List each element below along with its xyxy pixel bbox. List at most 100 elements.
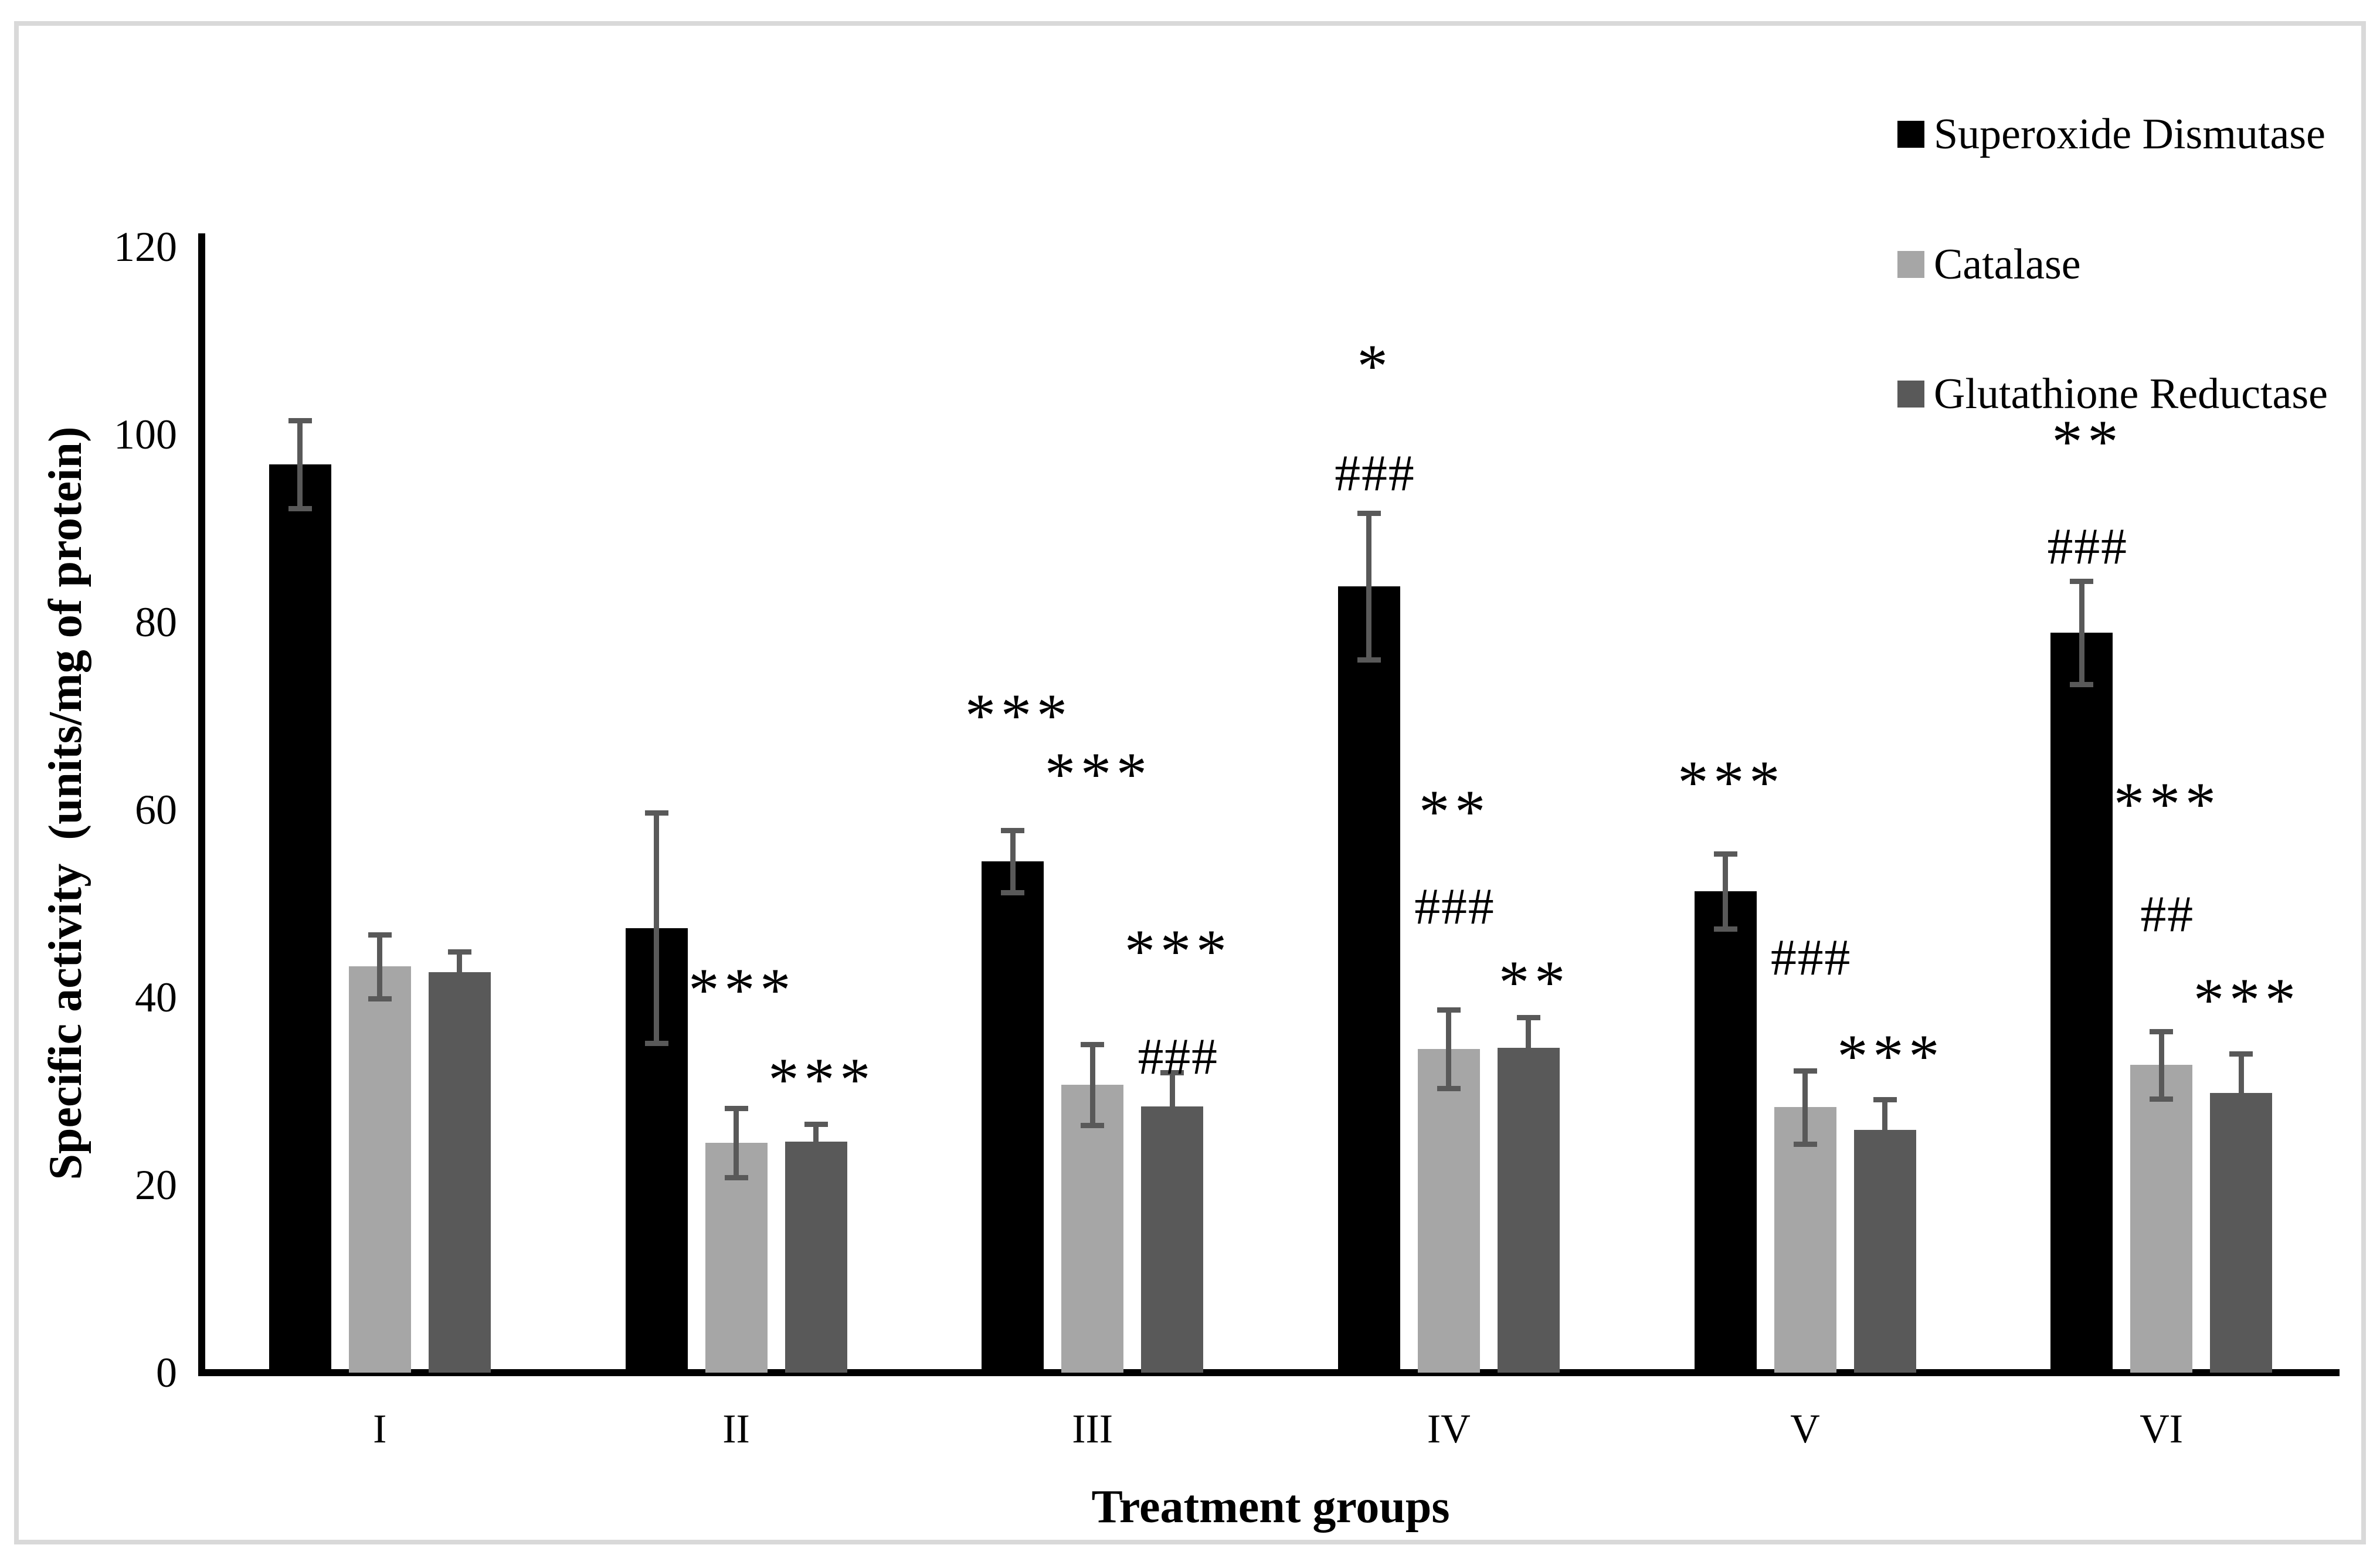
bar-III-glutathione <box>1141 1106 1204 1373</box>
error-bar-stem-VI-superoxide <box>2079 580 2084 684</box>
annotation-II-glutathione-1: *** <box>768 1045 875 1114</box>
error-bar-cap-top-VI-superoxide <box>2070 578 2094 584</box>
bar-I-superoxide <box>269 464 331 1373</box>
error-bar-cap-top-I-catalase <box>368 932 392 938</box>
bar-III-superoxide <box>982 861 1044 1373</box>
error-bar-stem-III-glutathione <box>1169 1072 1175 1140</box>
y-tick-label-40: 40 <box>135 974 177 1021</box>
error-bar-cap-top-VI-glutathione <box>2229 1051 2253 1057</box>
annotation-VI-catalase-16: *** <box>2113 769 2221 838</box>
legend-swatch-catalase <box>1897 251 1924 278</box>
error-bar-stem-VI-catalase <box>2158 1031 2164 1099</box>
x-axis-title: Treatment groups <box>1091 1481 1450 1533</box>
error-bar-cap-bottom-IV-glutathione <box>1516 1077 1540 1082</box>
error-bar-stem-IV-catalase <box>1446 1009 1452 1089</box>
error-bar-stem-III-superoxide <box>1010 830 1016 892</box>
y-tick-label-60: 60 <box>135 786 177 833</box>
x-tick-label-IV: IV <box>1427 1407 1471 1452</box>
annotation-III-superoxide-2: *** <box>965 681 1072 750</box>
annotation-III-glutathione-4: *** <box>1124 916 1232 986</box>
error-bar-cap-top-II-catalase <box>724 1105 748 1111</box>
legend-swatch-glutathione <box>1897 381 1924 408</box>
error-bar-cap-top-VI-catalase <box>2150 1028 2174 1034</box>
bar-IV-catalase <box>1417 1049 1480 1373</box>
bar-VI-superoxide <box>2050 632 2113 1373</box>
bar-III-catalase <box>1061 1084 1124 1373</box>
annotation-V-glutathione-13: *** <box>1837 1021 1944 1091</box>
error-bar-stem-III-catalase <box>1089 1044 1095 1125</box>
x-tick-label-I: I <box>373 1407 387 1452</box>
annotation-IV-catalase-9: ### <box>1414 878 1495 936</box>
bar-II-catalase <box>705 1143 768 1373</box>
error-bar-stem-IV-superoxide <box>1366 513 1372 660</box>
error-bar-stem-V-superoxide <box>1723 854 1728 929</box>
error-bar-stem-I-superoxide <box>297 420 303 509</box>
bar-I-glutathione <box>428 972 491 1373</box>
legend-label-glutathione: Glutathione Reductase <box>1934 370 2328 418</box>
error-bar-stem-I-catalase <box>377 934 383 999</box>
error-bar-cap-top-IV-glutathione <box>1516 1014 1540 1020</box>
annotation-VI-glutathione-18: *** <box>2193 965 2301 1034</box>
x-tick-label-V: V <box>1790 1407 1820 1452</box>
annotation-V-catalase-12: ### <box>1770 929 1852 986</box>
error-bar-cap-top-III-catalase <box>1081 1042 1105 1047</box>
error-bar-cap-bottom-II-glutathione <box>804 1157 828 1163</box>
error-bar-cap-top-II-superoxide <box>644 810 668 816</box>
error-bar-cap-bottom-I-catalase <box>368 996 392 1001</box>
error-bar-cap-bottom-V-superoxide <box>1713 926 1737 932</box>
error-bar-cap-top-III-glutathione <box>1160 1070 1184 1075</box>
y-axis-line <box>198 233 205 1376</box>
annotation-IV-glutathione-10: ** <box>1498 948 1570 1017</box>
error-bar-cap-top-V-glutathione <box>1873 1097 1897 1103</box>
error-bar-cap-bottom-V-catalase <box>1793 1141 1817 1147</box>
error-bar-cap-bottom-IV-superoxide <box>1357 657 1381 663</box>
error-bar-cap-bottom-V-glutathione <box>1873 1157 1897 1163</box>
error-bar-cap-bottom-II-catalase <box>724 1175 748 1181</box>
annotation-VI-superoxide-14: ** <box>2052 407 2124 476</box>
error-bar-cap-bottom-III-superoxide <box>1001 889 1025 895</box>
bar-VI-glutathione <box>2210 1093 2273 1373</box>
annotation-VI-superoxide-15: ### <box>2047 518 2128 575</box>
error-bar-stem-V-catalase <box>1802 1070 1808 1144</box>
error-bar-cap-top-IV-superoxide <box>1357 511 1381 517</box>
error-bar-cap-top-I-glutathione <box>447 949 471 955</box>
annotation-VI-catalase-17: ## <box>2140 886 2194 943</box>
annotation-V-superoxide-11: *** <box>1678 748 1785 817</box>
error-bar-cap-bottom-I-glutathione <box>447 990 471 996</box>
x-tick-label-II: II <box>722 1407 750 1452</box>
error-bar-cap-top-IV-catalase <box>1437 1007 1461 1013</box>
annotation-IV-catalase-8: ** <box>1418 777 1491 846</box>
legend-label-catalase: Catalase <box>1934 240 2081 288</box>
error-bar-cap-bottom-I-superoxide <box>288 506 312 512</box>
error-bar-cap-top-V-superoxide <box>1713 851 1737 857</box>
error-bar-stem-II-catalase <box>734 1108 739 1178</box>
error-bar-cap-top-I-superoxide <box>288 418 312 423</box>
error-bar-cap-bottom-III-glutathione <box>1160 1138 1184 1143</box>
error-bar-stem-II-glutathione <box>813 1124 819 1160</box>
error-bar-cap-top-III-superoxide <box>1001 828 1025 834</box>
error-bar-cap-bottom-VI-glutathione <box>2229 1130 2253 1136</box>
bar-II-glutathione <box>785 1142 847 1373</box>
error-bar-stem-I-glutathione <box>457 951 463 993</box>
error-bar-stem-V-glutathione <box>1882 1099 1887 1160</box>
annotation-IV-superoxide-7: ### <box>1335 445 1415 502</box>
bar-IV-superoxide <box>1337 586 1400 1373</box>
annotation-IV-superoxide-6: * <box>1357 331 1393 400</box>
y-tick-label-80: 80 <box>135 599 177 646</box>
error-bar-cap-bottom-II-superoxide <box>644 1041 668 1047</box>
error-bar-cap-bottom-VI-superoxide <box>2070 681 2094 687</box>
bar-V-superoxide <box>1694 891 1757 1373</box>
x-axis-line <box>198 1369 2340 1376</box>
bar-V-catalase <box>1774 1107 1836 1373</box>
y-tick-label-120: 120 <box>114 223 177 270</box>
annotation-II-catalase-0: *** <box>688 955 796 1024</box>
annotation-III-catalase-3: *** <box>1044 739 1152 809</box>
error-bar-stem-II-superoxide <box>654 812 659 1044</box>
error-bar-cap-top-V-catalase <box>1793 1068 1817 1074</box>
y-tick-label-0: 0 <box>156 1349 177 1396</box>
x-tick-label-III: III <box>1072 1407 1113 1452</box>
annotation-III-glutathione-5: ### <box>1138 1028 1218 1086</box>
legend-swatch-superoxide <box>1897 121 1924 148</box>
error-bar-cap-bottom-VI-catalase <box>2150 1096 2174 1102</box>
